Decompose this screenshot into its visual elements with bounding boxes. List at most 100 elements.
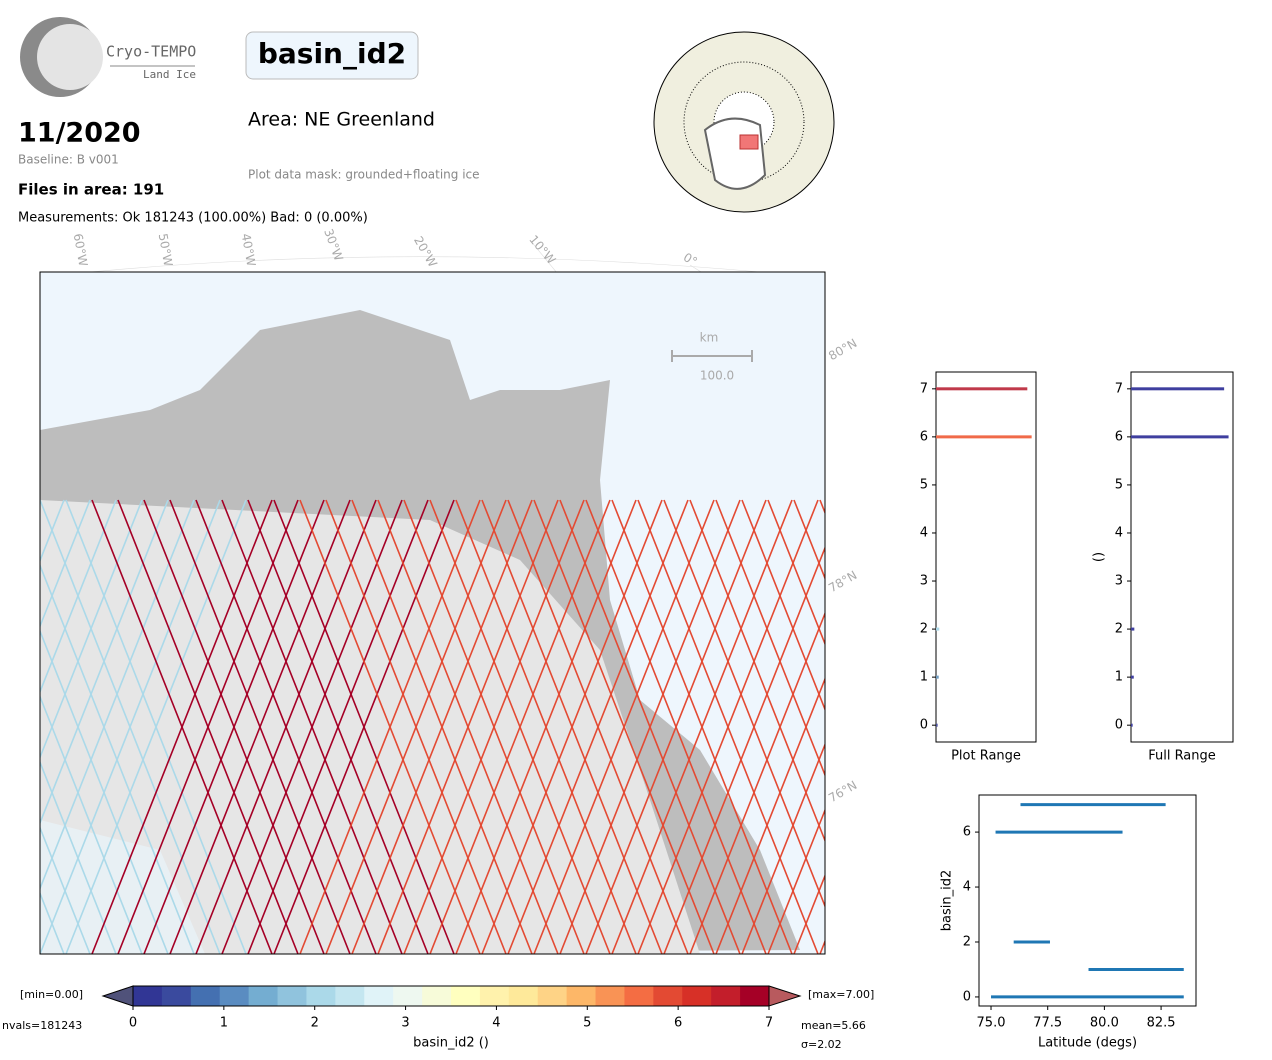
colorbar-cell — [682, 986, 712, 1006]
lon-label: 60°W — [71, 232, 91, 267]
measurements: Measurements: Ok 181243 (100.00%) Bad: 0… — [18, 211, 368, 226]
logo: Cryo-TEMPO Land Ice — [20, 17, 196, 97]
mask: Plot data mask: grounded+floating ice — [248, 168, 480, 182]
lon-label: 50°W — [156, 232, 176, 267]
colorbar-cell — [479, 986, 510, 1006]
colorbar-cell — [133, 986, 163, 1006]
title: basin_id2 — [258, 37, 406, 70]
std: σ=2.02 — [801, 1038, 842, 1051]
colorbar-over — [768, 985, 802, 1007]
x-tick-label: 3 — [401, 1016, 409, 1031]
lat-label: 76°N — [826, 778, 859, 805]
y-tick-label: 2 — [1115, 622, 1123, 637]
y-tick-label: 5 — [920, 477, 928, 492]
date: 11/2020 — [18, 118, 141, 149]
y-tick-label: 6 — [963, 825, 971, 840]
colorbar-cell — [277, 986, 307, 1006]
bar — [936, 435, 1032, 439]
y-tick-label: 4 — [963, 880, 971, 895]
files: Files in area: 191 — [18, 181, 164, 199]
nvals: nvals=181243 — [2, 1019, 82, 1032]
bar — [1131, 675, 1134, 679]
y-tick-label: 2 — [920, 622, 928, 637]
bar — [936, 627, 940, 631]
axes-frame — [978, 794, 1197, 1007]
lon-label: 30°W — [321, 227, 346, 263]
colorbar-cell — [740, 986, 770, 1006]
axes-frame — [935, 371, 1037, 743]
lon-label: 20°W — [411, 234, 440, 270]
y-tick-label: 7 — [920, 381, 928, 396]
y-tick-label: 3 — [920, 574, 928, 589]
baseline: Baseline: B v001 — [18, 153, 119, 167]
colorbar-cell — [566, 986, 597, 1006]
x-axis-label: basin_id2 () — [413, 1036, 489, 1051]
colorbar-frame — [132, 985, 770, 1007]
x-tick-label: 7 — [765, 1016, 773, 1031]
y-tick-label: 5 — [1115, 477, 1123, 492]
colorbar-cell — [595, 986, 625, 1006]
x-tick-label: 1 — [220, 1016, 228, 1031]
y-tick-label: 6 — [920, 429, 928, 444]
y-tick-label: 0 — [920, 718, 928, 733]
colorbar-cell — [508, 986, 539, 1006]
lon-label: 40°W — [239, 232, 259, 267]
y-tick-label: 7 — [1115, 381, 1123, 396]
colorbar-cell — [393, 986, 423, 1006]
bar — [1131, 387, 1225, 391]
axes-frame — [1130, 371, 1234, 743]
y-axis-label: basin_id2 — [940, 870, 955, 931]
x-tick-label: 82.5 — [1147, 1016, 1176, 1031]
y-tick-label: 4 — [1115, 525, 1123, 540]
x-axis-label: Plot Range — [951, 749, 1021, 764]
colorbar-cell — [711, 986, 741, 1006]
scale-value: 100.0 — [700, 369, 734, 383]
y-tick-label: 4 — [920, 525, 928, 540]
bar — [1131, 435, 1229, 439]
x-tick-label: 6 — [674, 1016, 682, 1031]
colorbar-cell — [537, 986, 568, 1006]
colorbar-cell — [422, 986, 452, 1006]
bar — [936, 387, 1028, 391]
colorbar-under — [101, 985, 134, 1007]
locator-globe — [653, 31, 835, 213]
x-tick-label: 75.0 — [977, 1016, 1006, 1031]
colorbar-cell — [364, 986, 394, 1006]
colorbar-cell — [161, 986, 192, 1006]
x-tick-label: 2 — [311, 1016, 319, 1031]
colorbar-cell — [451, 986, 481, 1006]
map: km 100.0 60°W 50°W 40°W 30°W 20°W 10°W 0° 80°N 7… — [39, 227, 859, 955]
logo-subtitle: Land Ice — [143, 68, 196, 81]
x-tick-label: 4 — [492, 1016, 500, 1031]
colorbar-cell — [624, 986, 654, 1006]
lon-label: 0° — [681, 250, 700, 269]
bar — [1131, 627, 1135, 631]
colorbar-cell — [653, 986, 683, 1006]
colorbar-cell — [335, 986, 365, 1006]
x-axis-label: Full Range — [1148, 749, 1216, 764]
bar — [1131, 723, 1133, 727]
scale-bar: km 100.0 — [671, 331, 753, 383]
colorbar-cell — [190, 986, 221, 1006]
title-box — [245, 31, 419, 80]
max-label: [max=7.00] — [808, 988, 874, 1001]
y-tick-label: 0 — [1115, 718, 1123, 733]
x-axis-label: Latitude (degs) — [1038, 1036, 1137, 1051]
logo-title: Cryo-TEMPO — [106, 43, 196, 61]
scale-unit: km — [700, 331, 719, 345]
x-tick-label: 0 — [129, 1016, 137, 1031]
x-tick-label: 80.0 — [1090, 1016, 1119, 1031]
y-tick-label: 1 — [920, 670, 928, 685]
y-tick-label: 2 — [963, 934, 971, 949]
y-axis-label: () — [1092, 552, 1107, 562]
mean: mean=5.66 — [801, 1019, 866, 1032]
colorbar-cell — [248, 986, 279, 1006]
area: Area: NE Greenland — [248, 109, 435, 131]
min-label: [min=0.00] — [20, 988, 83, 1001]
y-tick-label: 1 — [1115, 670, 1123, 685]
colorbar-cell — [306, 986, 336, 1006]
y-tick-label: 0 — [963, 989, 971, 1004]
y-tick-label: 3 — [1115, 574, 1123, 589]
bar — [936, 723, 938, 727]
